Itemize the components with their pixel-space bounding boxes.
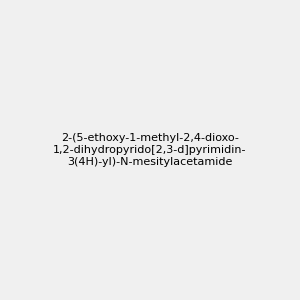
Text: 2-(5-ethoxy-1-methyl-2,4-dioxo-
1,2-dihydropyrido[2,3-d]pyrimidin-
3(4H)-yl)-N-m: 2-(5-ethoxy-1-methyl-2,4-dioxo- 1,2-dihy… bbox=[53, 134, 247, 166]
